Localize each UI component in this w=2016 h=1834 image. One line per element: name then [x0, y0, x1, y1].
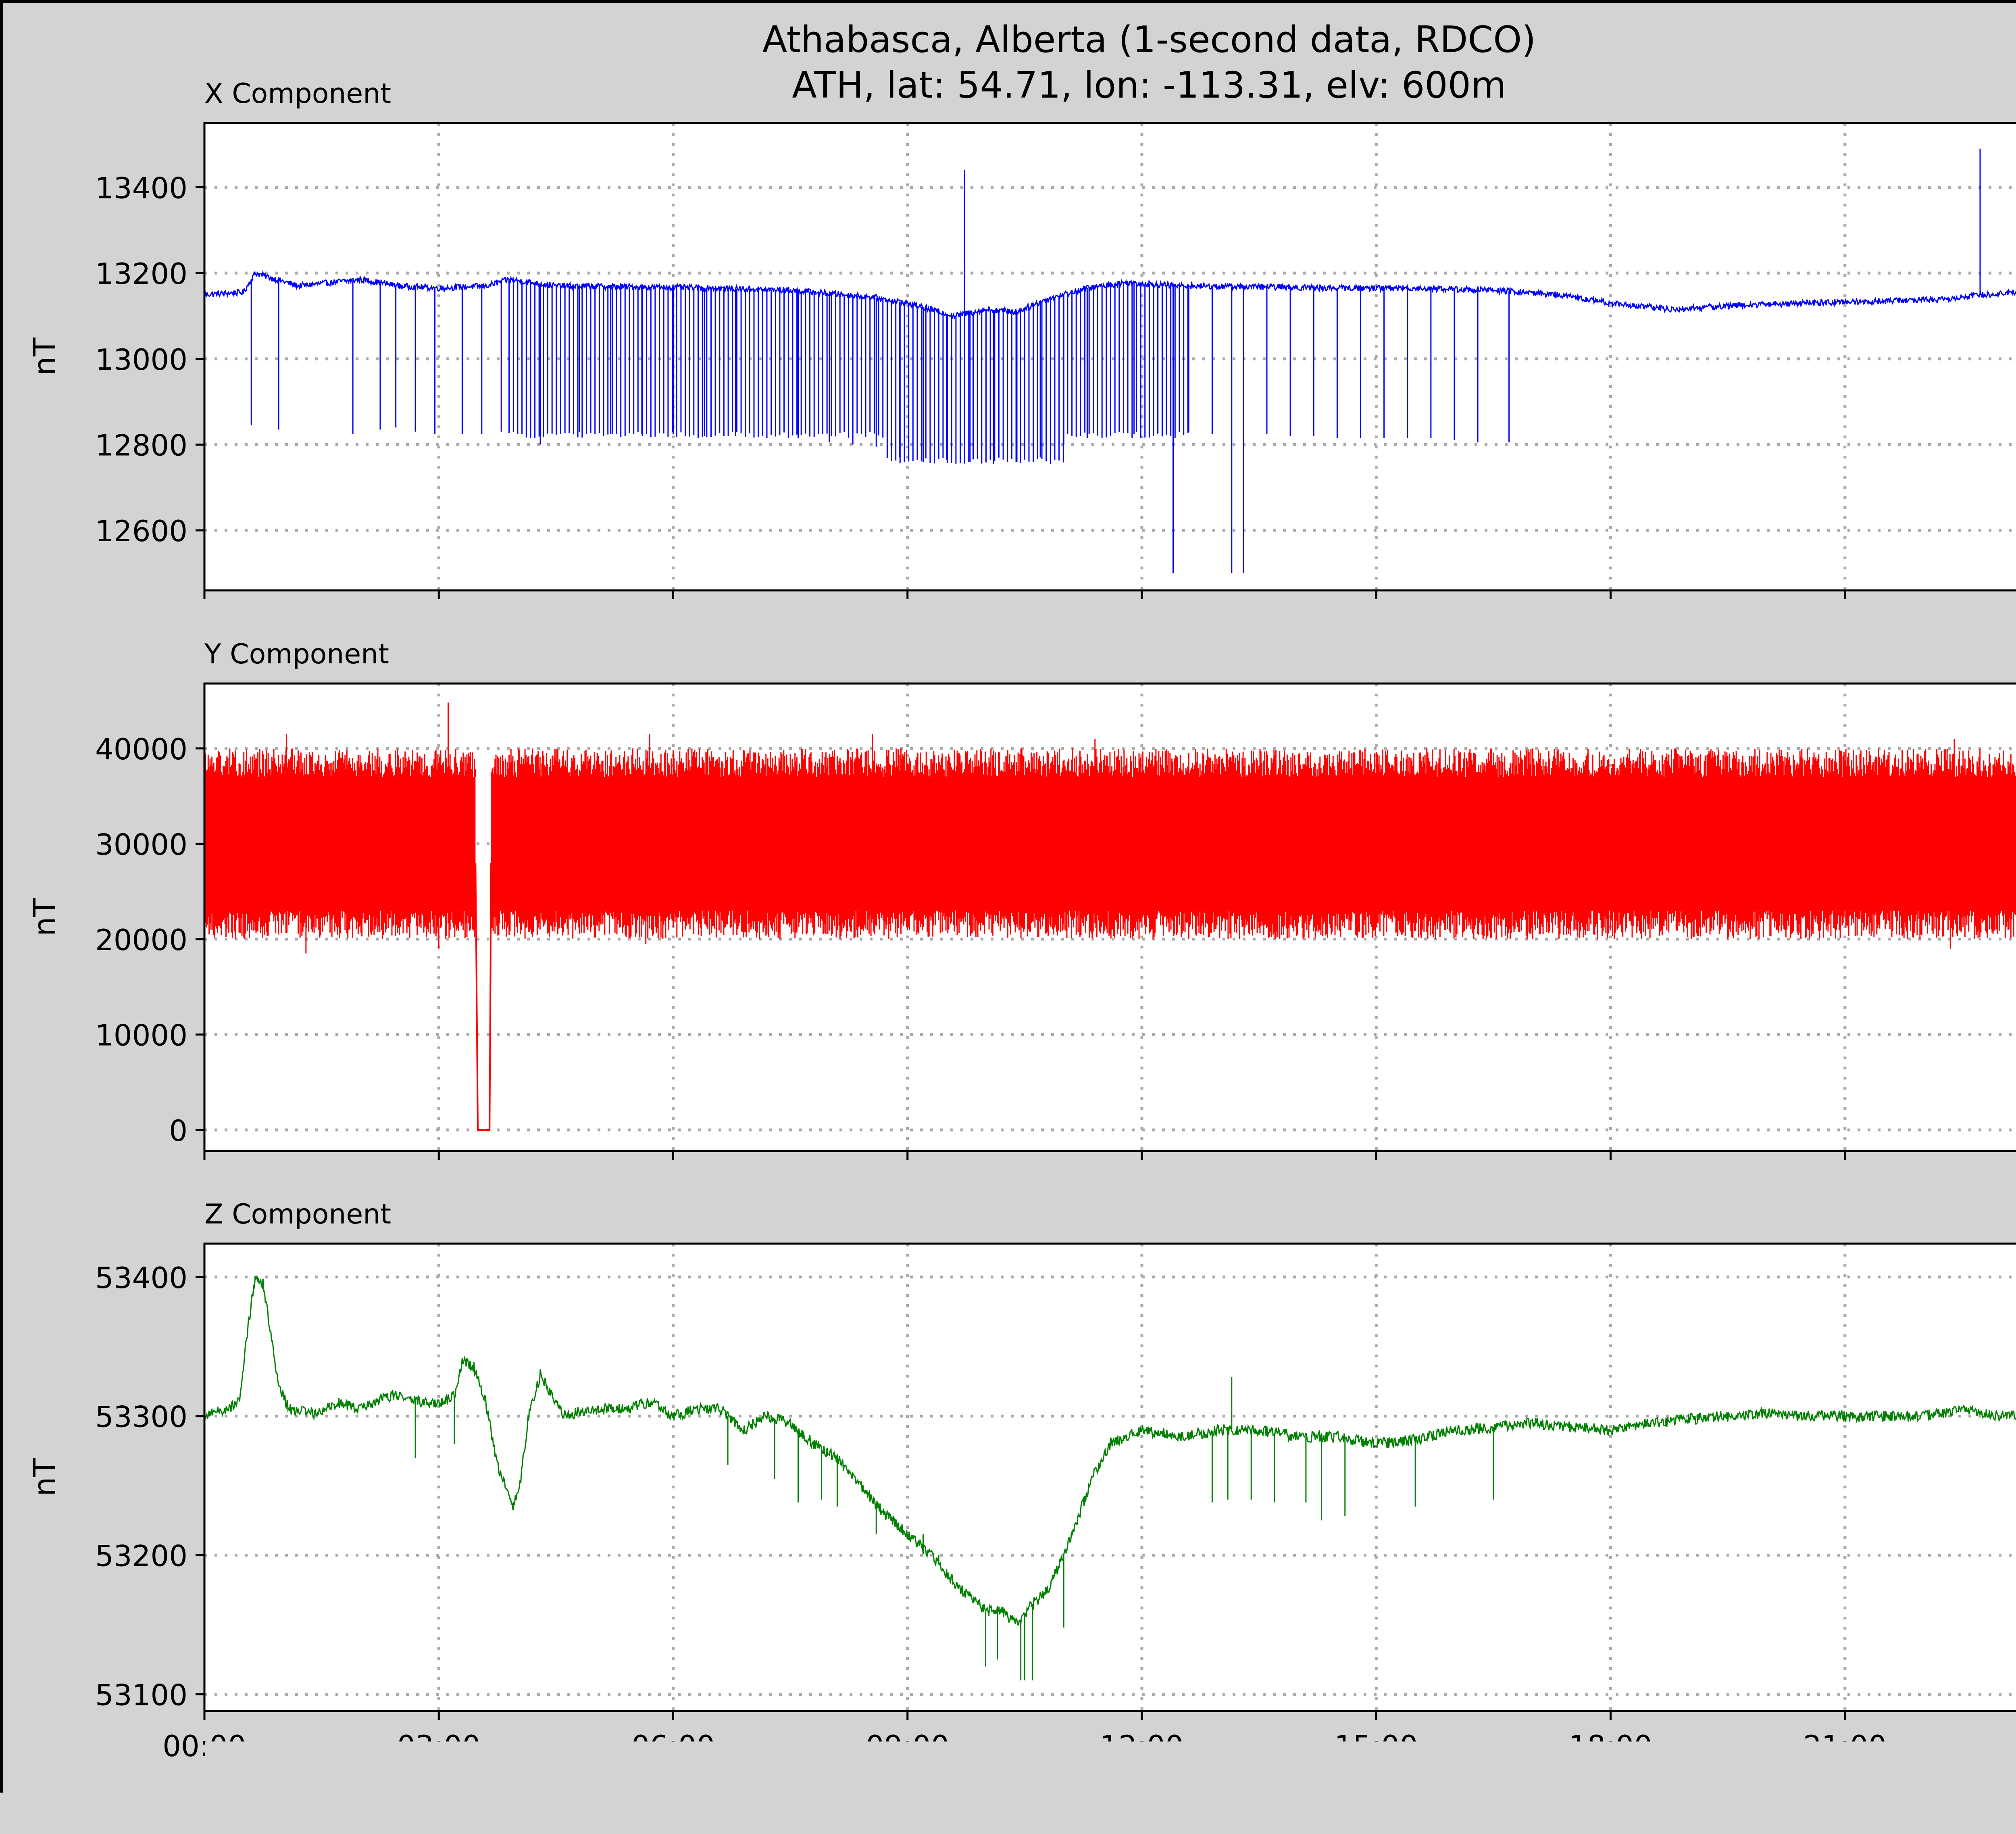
x-tick-label-2: 06:00 [631, 1729, 715, 1763]
x-tick-labels: 00:00 03:00 06:00 09:00 12:00 15:00 18:00 21:00 [162, 1729, 1887, 1763]
panel-z-ytick-label-2: 53300 [95, 1400, 187, 1434]
panel-x-ylabel: nT [27, 338, 62, 376]
panel-z-plot-area [204, 1244, 2016, 1711]
panel-z-ytick-label-3: 53400 [95, 1261, 187, 1295]
panel-z-ylabel: nT [27, 1458, 62, 1496]
panel-y-title: Y Component [204, 638, 389, 670]
panel-x-ytick-label-1: 12800 [95, 428, 187, 462]
panel-x-component: 12600 12800 13000 13200 13400 X Component nT [27, 78, 2016, 599]
chart-svg: Athabasca, Alberta (1-second data, RDCO)… [3, 3, 2016, 1834]
panel-y-ylabel: nT [27, 898, 62, 936]
figure-title-line2: ATH, lat: 54.71, lon: -113.31, elv: 600m [792, 64, 1506, 106]
panel-z-component: 53100 53200 53300 53400 Z Component nT [27, 1198, 2016, 1720]
panel-x-ytick-label-3: 13200 [95, 257, 187, 291]
panel-y-band-0 [204, 777, 475, 911]
x-tick-label-4: 12:00 [1100, 1729, 1184, 1763]
panel-y-band-3.67 [491, 777, 2016, 911]
panel-y-component: 0 10000 20000 30000 40000 Y Component nT [27, 638, 2016, 1160]
panel-z-ytick-label-0: 53100 [95, 1678, 187, 1712]
figure-title-line1: Athabasca, Alberta (1-second data, RDCO) [762, 19, 1536, 61]
panel-x-ytick-label-4: 13400 [95, 171, 187, 205]
panel-y-ytick-label-0: 0 [169, 1114, 187, 1148]
panel-x-title: X Component [204, 78, 391, 110]
x-tick-label-6: 18:00 [1569, 1729, 1653, 1763]
panel-z-ytick-label-1: 53200 [95, 1539, 187, 1573]
x-tick-label-0: 00:00 [162, 1729, 246, 1763]
x-tick-label-1: 03:00 [397, 1729, 481, 1763]
panel-z-title: Z Component [204, 1198, 391, 1230]
panel-y-ytick-label-1: 10000 [95, 1018, 187, 1052]
x-tick-label-7: 21:00 [1803, 1729, 1887, 1763]
panel-x-ytick-label-0: 12600 [95, 514, 187, 548]
x-axis-label: 2025-11-30 (UTC) [998, 1775, 1284, 1812]
x-tick-label-5: 15:00 [1335, 1729, 1418, 1763]
x-tick-label-3: 09:00 [866, 1729, 950, 1763]
panel-x-ytick-label-2: 13000 [95, 343, 187, 377]
panel-y-ytick-label-4: 40000 [95, 732, 187, 766]
panel-y-ytick-label-2: 20000 [95, 923, 187, 957]
panel-y-ytick-label-3: 30000 [95, 827, 187, 861]
